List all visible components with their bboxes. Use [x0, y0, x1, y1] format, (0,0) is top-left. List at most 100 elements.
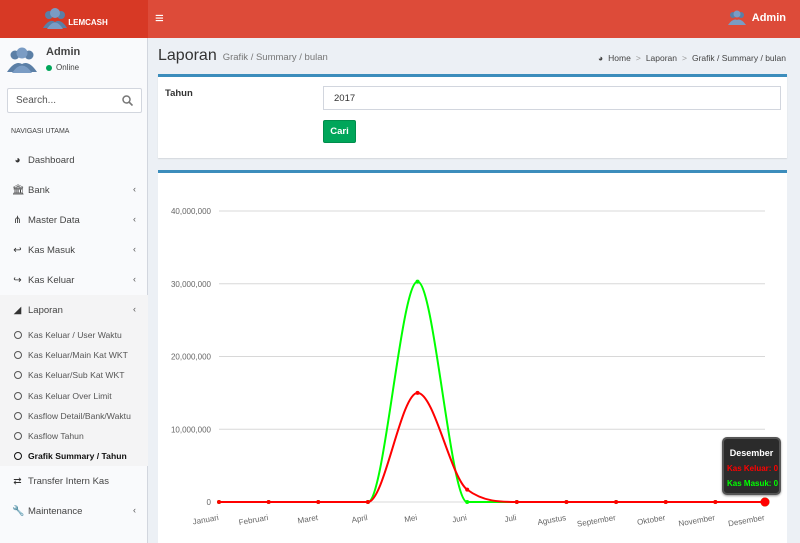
data-point	[365, 500, 370, 504]
sidebar-item-label: Laporan	[28, 304, 63, 316]
y-tick-label: 40,000,000	[171, 207, 212, 216]
submenu-item-label: Kas Keluar Over Limit	[28, 390, 112, 401]
summary-line-chart: 0 10,000,000 20,000,000 30,000,000 40,000,00…	[171, 207, 770, 529]
circle-icon	[14, 351, 22, 360]
year-label: Tahun	[165, 88, 193, 99]
submenu-item-kasflow-detail[interactable]: Kasflow Detail/Bank/Waktu	[0, 406, 148, 426]
search-icon[interactable]	[122, 95, 133, 106]
chevron-down-icon: ‹	[133, 304, 136, 314]
y-tick-label: 0	[207, 498, 212, 507]
sidebar-item-label: Bank	[28, 184, 50, 196]
x-tick-label: Maret	[297, 513, 319, 526]
wrench-icon: 🔧	[12, 505, 25, 517]
data-point	[713, 500, 718, 504]
chart-tooltip: Desember Kas Keluar: 0 Kas Masuk: 0	[722, 437, 781, 495]
circle-icon	[14, 391, 22, 400]
year-input[interactable]: 2017	[323, 86, 781, 110]
sitemap-icon: ⋔	[13, 214, 22, 226]
sidebar-item-transfer-intern-kas[interactable]: ⇄ Transfer Intern Kas	[0, 466, 148, 496]
chevron-left-icon: ‹	[133, 184, 136, 194]
user-menu[interactable]: Admin	[727, 10, 786, 26]
x-tick-label: April	[351, 513, 369, 525]
submenu-item-kas-keluar-over-limit[interactable]: Kas Keluar Over Limit	[0, 386, 148, 406]
users-logo-icon	[43, 8, 68, 29]
user-status: Online	[46, 63, 79, 72]
data-point	[663, 500, 668, 504]
data-point	[415, 279, 420, 284]
x-tick-label: September	[576, 513, 616, 529]
content-header: Laporan Grafik / Summary / bulan	[158, 47, 328, 65]
nav-header: NAVIGASI UTAMA	[11, 128, 70, 135]
series-line	[219, 391, 765, 503]
sidebar-toggle-icon[interactable]: ≡	[155, 10, 164, 27]
share-icon: ↪	[13, 274, 22, 286]
sidebar-user-name: Admin	[46, 46, 81, 58]
submenu-item-kasflow-tahun[interactable]: Kasflow Tahun	[0, 426, 148, 446]
user-panel: Admin Online	[0, 38, 148, 86]
chevron-left-icon: ‹	[133, 214, 136, 224]
sidebar-item-kas-masuk[interactable]: ↩ Kas Masuk ‹	[0, 235, 148, 265]
users-icon	[727, 10, 746, 25]
area-chart-icon: ◢	[13, 304, 22, 316]
chevron-left-icon: ‹	[133, 274, 136, 284]
sidebar-item-label: Master Data	[28, 214, 80, 226]
page-title: Laporan	[158, 47, 217, 64]
data-point	[415, 390, 420, 395]
breadcrumb-current: Grafik / Summary / bulan	[691, 53, 786, 63]
online-dot-icon	[46, 64, 52, 71]
x-tick-label: Oktober	[636, 513, 666, 527]
x-tick-label: Desember	[727, 513, 765, 528]
data-point	[614, 500, 619, 504]
sidebar-item-label: Kas Masuk	[28, 244, 75, 256]
submenu-item-label: Kasflow Tahun	[28, 431, 84, 442]
filter-box: Tahun 2017 Cari	[158, 74, 787, 158]
dashboard-icon: ◕	[14, 154, 21, 166]
y-tick-label: 30,000,000	[171, 280, 212, 289]
x-tick-label: Juli	[504, 513, 518, 524]
submenu-item-label: Kas Keluar/Sub Kat WKT	[28, 370, 125, 381]
chevron-left-icon: ‹	[133, 244, 136, 254]
circle-icon	[14, 371, 22, 380]
breadcrumb-separator: >	[682, 53, 687, 63]
submenu-item-kas-keluar-main-kat[interactable]: Kas Keluar/Main Kat WKT	[0, 345, 148, 365]
circle-icon	[14, 331, 22, 340]
breadcrumb-separator: >	[635, 53, 641, 63]
circle-icon	[14, 411, 22, 420]
sidebar-item-bank[interactable]: 🏛 Bank ‹	[0, 175, 148, 205]
search-button[interactable]: Cari	[323, 120, 356, 143]
status-text: Online	[56, 63, 80, 72]
breadcrumb-laporan[interactable]: Laporan	[645, 53, 678, 63]
breadcrumb-home[interactable]: Home	[608, 53, 631, 63]
submenu-item-label: Kas Keluar/Main Kat WKT	[28, 350, 128, 361]
logo-text: LEMCASH	[68, 17, 108, 27]
app-logo[interactable]: LEMCASH	[0, 0, 148, 38]
submenu-item-kas-keluar-sub-kat[interactable]: Kas Keluar/Sub Kat WKT	[0, 365, 148, 385]
submenu-item-kas-keluar-user-waktu[interactable]: Kas Keluar / User Waktu	[0, 325, 148, 345]
sidebar-item-label: Kas Keluar	[28, 274, 75, 286]
x-tick-label: November	[678, 513, 716, 528]
sidebar-item-label: Maintenance	[28, 505, 83, 517]
data-point	[760, 497, 770, 507]
breadcrumb: ◕ Home > Laporan > Grafik / Summary / bu…	[598, 53, 786, 63]
x-tick-label: Juni	[452, 513, 468, 524]
x-tick-label: Mei	[404, 513, 418, 524]
exchange-icon: ⇄	[13, 475, 22, 487]
sidebar-menu: ◕ Dashboard 🏛 Bank ‹ ⋔ Master Data ‹ ↩ K…	[0, 145, 148, 526]
search-input[interactable]	[8, 89, 116, 112]
sidebar-item-dashboard[interactable]: ◕ Dashboard	[0, 145, 148, 175]
sidebar-item-maintenance[interactable]: 🔧 Maintenance ‹	[0, 496, 148, 526]
sidebar-item-master-data[interactable]: ⋔ Master Data ‹	[0, 205, 148, 235]
submenu-item-grafik-summary[interactable]: Grafik Summary / Tahun	[0, 446, 148, 466]
avatar	[7, 47, 37, 73]
top-navbar: LEMCASH ≡ Admin	[0, 0, 800, 38]
dashboard-icon: ◕	[598, 53, 604, 63]
data-point	[465, 487, 470, 492]
sidebar-item-kas-keluar[interactable]: ↪ Kas Keluar ‹	[0, 265, 148, 295]
data-point	[514, 500, 519, 504]
x-tick-label: Agustus	[537, 513, 567, 527]
sidebar-item-laporan[interactable]: ◢ Laporan ‹	[0, 295, 148, 325]
sidebar-item-label: Dashboard	[28, 154, 75, 166]
y-tick-label: 20,000,000	[171, 353, 212, 362]
circle-icon	[14, 452, 22, 461]
chevron-left-icon: ‹	[133, 505, 136, 516]
